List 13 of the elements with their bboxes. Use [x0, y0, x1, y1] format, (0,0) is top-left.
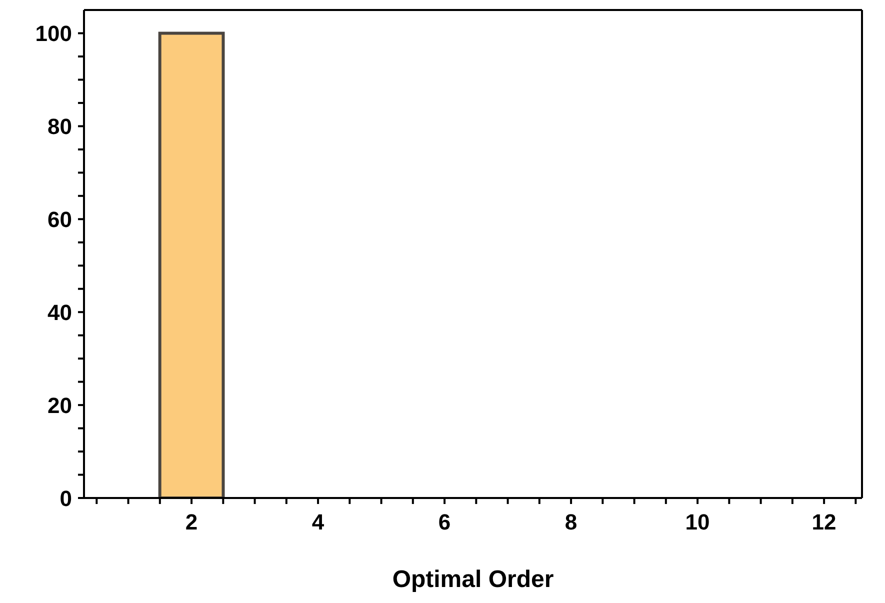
- y-tick-label: 80: [48, 114, 72, 139]
- y-tick-label: 60: [48, 206, 72, 232]
- y-tick-label: 40: [48, 300, 72, 325]
- x-tick-label: 6: [438, 510, 451, 535]
- x-axis-title: Optimal Order: [392, 566, 554, 593]
- x-tick-label: 10: [685, 510, 710, 535]
- x-tick-label: 8: [564, 510, 578, 535]
- y-tick-label: 100: [35, 21, 72, 46]
- x-tick-label: 12: [812, 510, 836, 535]
- x-tick-label: 2: [185, 510, 198, 535]
- y-tick-label: 20: [48, 392, 72, 418]
- y-tick-label: 0: [60, 486, 72, 511]
- x-tick-label: 4: [312, 510, 325, 535]
